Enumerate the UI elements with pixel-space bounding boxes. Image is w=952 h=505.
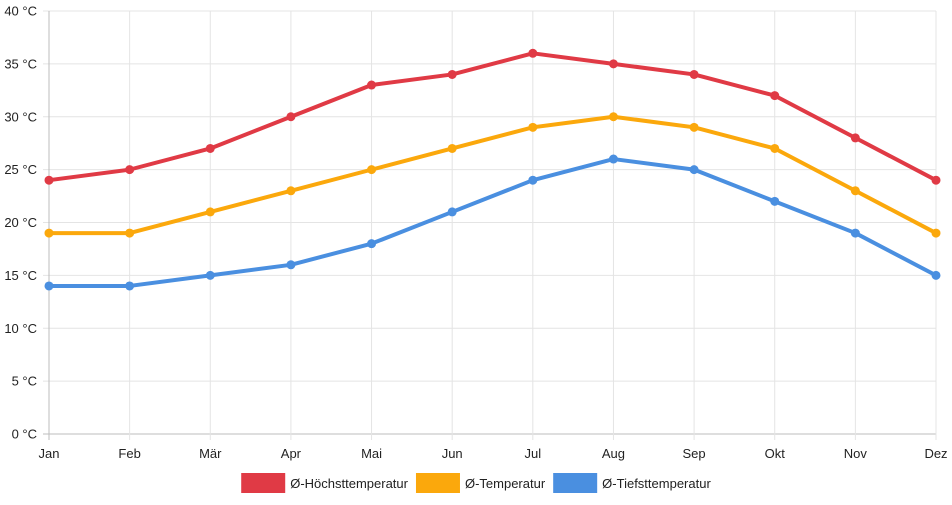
legend-item-min[interactable]: Ø-Tiefsttemperatur <box>553 473 711 493</box>
legend: Ø-Höchsttemperatur Ø-Temperatur Ø-Tiefstte… <box>241 473 711 493</box>
data-point-max[interactable] <box>770 91 780 101</box>
series-min <box>44 154 941 291</box>
x-tick-label: Apr <box>281 446 302 461</box>
data-point-avg[interactable] <box>125 228 135 238</box>
y-tick-label: 35 °C <box>4 56 37 71</box>
data-point-avg[interactable] <box>44 228 54 238</box>
x-tick-label: Mär <box>199 446 222 461</box>
data-point-min[interactable] <box>44 281 54 291</box>
legend-label: Ø-Temperatur <box>465 476 546 491</box>
x-tick-label: Sep <box>683 446 706 461</box>
legend-swatch <box>415 473 460 493</box>
y-tick-label: 10 °C <box>4 321 37 336</box>
x-tick-label: Nov <box>844 446 868 461</box>
y-tick-label: 30 °C <box>4 109 37 124</box>
x-tick-label: Jul <box>525 446 542 461</box>
data-point-min[interactable] <box>286 260 296 270</box>
data-point-min[interactable] <box>850 228 860 238</box>
legend-swatch <box>553 473 598 493</box>
legend-label: Ø-Tiefsttemperatur <box>602 476 711 491</box>
y-tick-label: 25 °C <box>4 162 37 177</box>
data-point-avg[interactable] <box>286 186 296 196</box>
data-point-max[interactable] <box>367 80 377 90</box>
legend-swatch <box>241 473 286 493</box>
data-point-min[interactable] <box>125 281 135 291</box>
x-tick-label: Jan <box>39 446 60 461</box>
series-lines <box>44 48 941 291</box>
data-point-max[interactable] <box>528 48 538 58</box>
series-line-min <box>47 157 938 288</box>
data-point-max[interactable] <box>931 175 941 185</box>
y-tick-label: 15 °C <box>4 268 37 283</box>
x-tick-label: Feb <box>118 446 140 461</box>
data-point-max[interactable] <box>608 59 618 69</box>
series-max <box>44 48 941 185</box>
y-tick-label: 40 °C <box>4 4 37 19</box>
y-tick-label: 5 °C <box>12 374 37 389</box>
data-point-min[interactable] <box>689 165 699 175</box>
grid <box>43 10 937 440</box>
series-avg <box>44 112 941 238</box>
data-point-avg[interactable] <box>850 186 860 196</box>
legend-label: Ø-Höchsttemperatur <box>290 476 408 491</box>
data-point-min[interactable] <box>931 270 941 280</box>
y-tick-label: 20 °C <box>4 215 37 230</box>
data-point-min[interactable] <box>608 154 618 164</box>
x-tick-label: Jun <box>442 446 463 461</box>
data-point-avg[interactable] <box>205 207 215 217</box>
legend-item-avg[interactable]: Ø-Temperatur <box>415 473 546 493</box>
x-tick-label: Dez <box>924 446 947 461</box>
x-tick-label: Aug <box>602 446 625 461</box>
series-line-max <box>47 51 938 183</box>
data-point-min[interactable] <box>528 175 538 185</box>
data-point-max[interactable] <box>286 112 296 122</box>
data-point-min[interactable] <box>770 196 780 206</box>
data-point-max[interactable] <box>850 133 860 143</box>
data-point-avg[interactable] <box>931 228 941 238</box>
data-point-max[interactable] <box>447 69 457 79</box>
data-point-max[interactable] <box>125 165 135 175</box>
series-line-avg <box>47 114 938 236</box>
data-point-min[interactable] <box>447 207 457 217</box>
data-point-avg[interactable] <box>367 165 377 175</box>
axes: 0 °C 5 °C 10 °C 15 °C 20 °C 25 °C 30 °C 35 °C 40… <box>4 4 947 462</box>
x-tick-label: Okt <box>765 446 786 461</box>
y-tick-label: 0 °C <box>12 427 37 442</box>
data-point-min[interactable] <box>205 270 215 280</box>
data-point-avg[interactable] <box>528 122 538 132</box>
data-point-max[interactable] <box>689 69 699 79</box>
data-point-avg[interactable] <box>770 143 780 153</box>
data-point-avg[interactable] <box>608 112 618 122</box>
data-point-avg[interactable] <box>447 143 457 153</box>
data-point-avg[interactable] <box>689 122 699 132</box>
legend-item-max[interactable]: Ø-Höchsttemperatur <box>241 473 409 493</box>
data-point-min[interactable] <box>367 239 377 249</box>
data-point-max[interactable] <box>44 175 54 185</box>
x-tick-label: Mai <box>361 446 382 461</box>
data-point-max[interactable] <box>205 143 215 153</box>
